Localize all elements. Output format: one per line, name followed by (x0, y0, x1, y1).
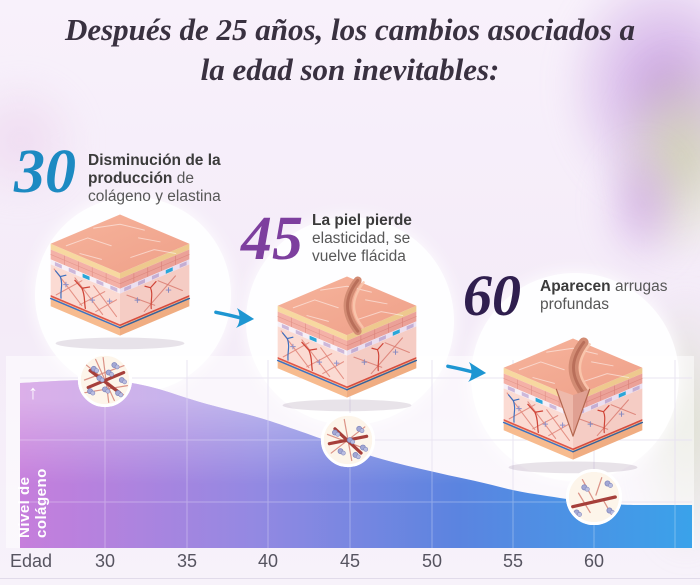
lavender-flower-blur-decor (598, 140, 688, 270)
y-axis-label-group: ↑ Nivel de colágeno (16, 382, 50, 538)
age-number-60: 60 (463, 263, 521, 328)
milestone-description-45: La piel pierde elasticidad, se vuelve fl… (312, 212, 426, 266)
x-tick-40: 40 (257, 551, 279, 571)
x-tick-30: 30 (94, 551, 116, 571)
y-axis-label: Nivel de colágeno (16, 468, 50, 538)
description-rest: arrugas profundas (540, 278, 668, 313)
arrow-right-icon (214, 307, 255, 329)
arrow-up-icon: ↑ (28, 382, 38, 404)
x-tick-60: 60 (583, 551, 605, 571)
age-number-30: 30 (14, 138, 76, 206)
description-highlight: La piel pierde (312, 212, 412, 229)
x-axis-label-edad: Edad (10, 551, 53, 571)
description-highlight: Aparecen (540, 278, 611, 295)
description-highlight: Disminución de la producción (88, 152, 221, 187)
x-tick-50: 50 (421, 551, 443, 571)
collagen-fibers-inset-icon-60 (565, 468, 623, 526)
x-tick-35: 35 (176, 551, 198, 571)
collagen-fibers-inset-icon-45 (320, 412, 376, 468)
x-tick-45: 45 (339, 551, 361, 571)
skin-cross-section-age45 (276, 276, 418, 412)
arrow-right-icon (446, 361, 487, 383)
description-rest: de colágeno y elastina (88, 170, 221, 205)
x-tick-55: 55 (502, 551, 524, 571)
description-rest: elasticidad, se vuelve flácida (312, 230, 411, 265)
skin-cross-section-age60 (502, 337, 644, 474)
bottom-divider (0, 578, 700, 579)
collagen-fibers-inset-icon-30 (77, 352, 133, 408)
x-axis: Edad 30 35 40 45 50 55 60 (0, 551, 700, 575)
age-number-45: 45 (241, 205, 303, 273)
page-title: Después de 25 años, los cambios asociado… (64, 12, 636, 87)
milestone-description-60: Aparecen arrugas profundas (540, 278, 680, 314)
skin-cross-section-age30 (49, 214, 191, 350)
milestone-description-30: Disminución de la producción de colágeno… (88, 152, 230, 206)
